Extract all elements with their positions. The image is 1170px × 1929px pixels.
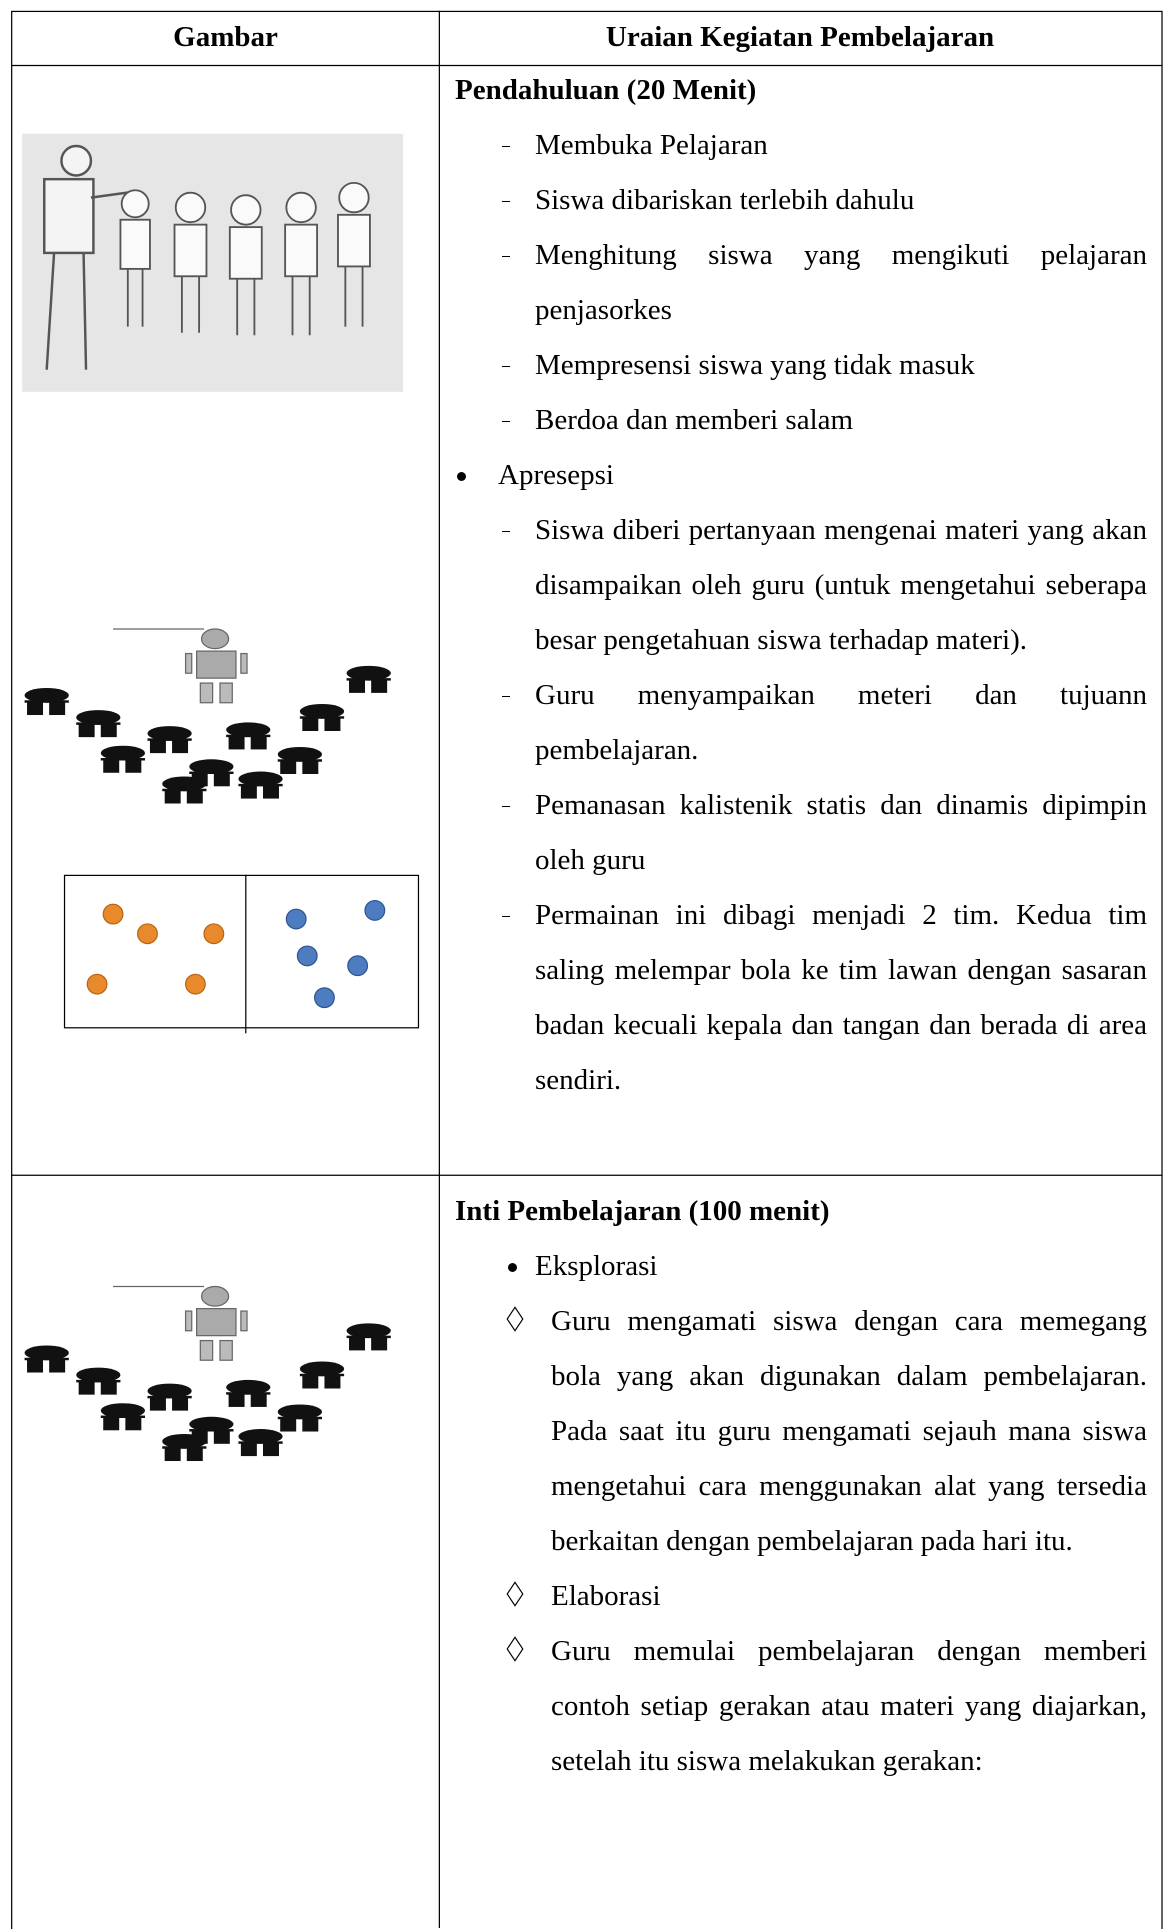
list-item: Menghitung siswa yang mengikuti pelajara… <box>455 228 1147 338</box>
cell: Pendahuluan (20 Menit) Membuka Pelajaran… <box>455 63 1147 1108</box>
list-item: Membuka Pelajaran <box>455 118 1147 173</box>
list-item: Mempresensi siswa yang tidak masuk <box>455 338 1147 393</box>
list-item: Guru memulai pembelajaran dengan memberi… <box>455 1624 1147 1789</box>
formation-diagram <box>25 629 391 804</box>
list-item: Guru menyampaikan meteri dan tujuann pem… <box>455 668 1147 778</box>
list-item: Guru mengamati siswa dengan cara memegan… <box>455 1294 1147 1569</box>
list-item: Siswa dibariskan terlebih dahulu <box>455 173 1147 228</box>
list-item: Pemanasan kalistenik statis dan dinamis … <box>455 778 1147 888</box>
formation-diagram <box>25 1286 391 1461</box>
list-item: Siswa diberi pertanyaan mengenai materi … <box>455 503 1147 668</box>
section-heading: Pendahuluan (20 Menit) <box>455 74 757 106</box>
section-heading: Inti Pembelajaran (100 menit) <box>455 1195 830 1227</box>
column-header: Gambar <box>173 21 278 53</box>
list-item: Elaborasi <box>455 1569 1147 1624</box>
bullet-item: Eksplorasi <box>455 1239 1147 1294</box>
list-item: Berdoa dan memberi salam <box>455 393 1147 448</box>
list-item: Permainan ini dibagi menjadi 2 tim. Kedu… <box>455 888 1147 1108</box>
court-diagram <box>63 874 420 1034</box>
students-picture <box>22 133 404 392</box>
bullet-item: Apresepsi <box>455 448 1147 503</box>
column-header: Uraian Kegiatan Pembelajaran <box>605 21 995 53</box>
cell: Inti Pembelajaran (100 menit) Eksplorasi… <box>455 1184 1147 1789</box>
